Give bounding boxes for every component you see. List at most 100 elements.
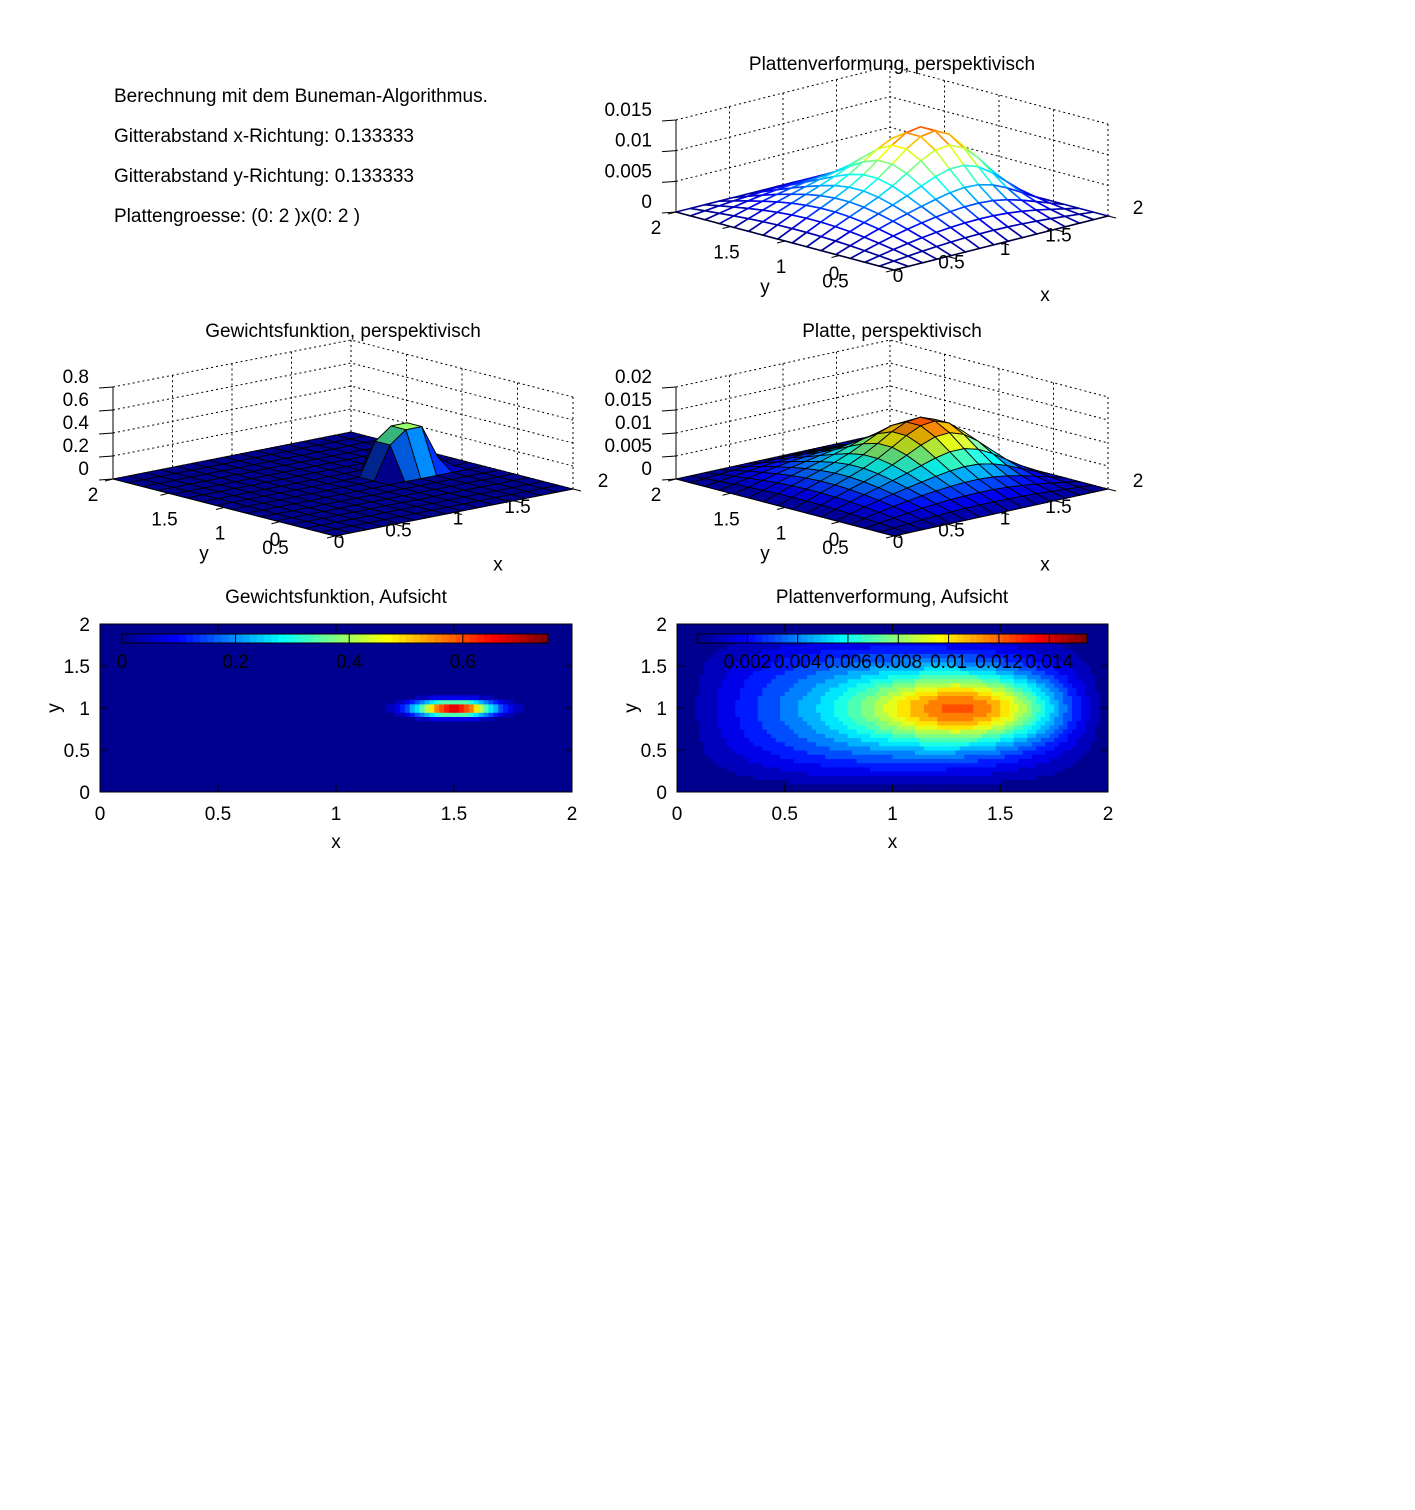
- heatmap-cell: [995, 712, 1001, 717]
- colorbar-segment: [820, 634, 828, 643]
- heatmap-cell: [892, 703, 898, 709]
- heatmap-cell: [964, 670, 970, 675]
- heatmap-cell: [798, 771, 804, 776]
- heatmap-cell: [753, 754, 759, 759]
- heatmap-cell: [784, 771, 790, 776]
- heatmap-cell: [703, 674, 710, 680]
- heatmap-cell: [478, 708, 485, 713]
- heatmap-cell: [780, 741, 786, 747]
- heatmap-cell: [1000, 754, 1006, 759]
- heatmap-cell: [847, 670, 853, 675]
- heatmap-cell: [982, 779, 988, 785]
- heatmap-cell: [816, 762, 822, 768]
- heatmap-cell: [829, 678, 835, 684]
- heatmap-cell: [892, 649, 898, 654]
- heatmap-cell: [852, 653, 858, 659]
- heatmap-cell: [1090, 674, 1096, 680]
- heatmap-cell: [847, 703, 853, 709]
- surface: [672, 126, 1112, 271]
- heatmap-cell: [735, 691, 741, 696]
- heatmap-cell: [865, 758, 871, 764]
- heatmap-cell: [454, 712, 460, 717]
- colorbar-segment: [963, 634, 971, 643]
- heatmap-cell: [811, 661, 817, 667]
- heatmap-cell: [1049, 691, 1055, 696]
- heatmap-cell: [861, 745, 867, 751]
- heatmap-cell: [937, 779, 943, 785]
- heatmap-cell: [807, 729, 813, 734]
- heatmap-cell: [762, 771, 768, 776]
- heatmap-cell: [892, 720, 898, 726]
- heatmap-cell: [928, 720, 934, 726]
- heatmap-cell: [816, 670, 822, 675]
- heatmap-cell: [1018, 729, 1024, 734]
- heatmap-cell: [865, 745, 871, 751]
- heatmap-cell: [454, 703, 460, 709]
- heatmap-cell: [1045, 762, 1051, 768]
- heatmap-cell: [838, 720, 844, 726]
- x-axis-label: x: [1040, 285, 1050, 306]
- heatmap-cell: [825, 674, 831, 680]
- heatmap-cell: [1067, 649, 1073, 654]
- colorbar-segment: [846, 634, 854, 643]
- heatmap-cell: [838, 745, 844, 751]
- heatmap-cell: [1013, 750, 1019, 755]
- heatmap-cell: [712, 737, 719, 743]
- heatmap-cell: [1072, 716, 1078, 722]
- heatmap-cell: [1076, 670, 1082, 675]
- heatmap-cell: [986, 775, 992, 780]
- heatmap-cell: [1004, 720, 1010, 726]
- heatmap-cell: [1000, 695, 1006, 701]
- heatmap-cell: [865, 766, 871, 772]
- heatmap-cell: [439, 699, 445, 705]
- heatmap-cell: [730, 695, 736, 701]
- heatmap-cell: [901, 699, 907, 705]
- heatmap-cell: [820, 674, 826, 680]
- heatmap-cell: [879, 737, 885, 743]
- heatmap-cell: [717, 678, 723, 684]
- heatmap-cell: [775, 674, 781, 680]
- heatmap-cell: [852, 708, 858, 713]
- heatmap-cell: [1000, 661, 1006, 667]
- heatmap-cell: [883, 762, 889, 768]
- heatmap-cell: [928, 682, 934, 688]
- colorbar-segment: [788, 634, 796, 643]
- heatmap-cell: [838, 653, 844, 659]
- y-tick-label: 0.5: [822, 538, 848, 559]
- heatmap-cell: [937, 754, 943, 759]
- colorbar-segment: [540, 634, 549, 643]
- heatmap-cell: [986, 754, 992, 759]
- heatmap-cell: [1090, 716, 1096, 722]
- y-tick-label: 2: [88, 485, 99, 506]
- heatmap-cell: [762, 733, 768, 738]
- heatmap-cell: [861, 712, 867, 717]
- heatmap-cell: [1027, 762, 1033, 768]
- heatmap-cell: [807, 691, 813, 696]
- heatmap-cell: [762, 745, 768, 751]
- heatmap-cell: [914, 687, 921, 692]
- heatmap-cell: [932, 775, 938, 780]
- heatmap-cell: [766, 720, 772, 726]
- heatmap-cell: [991, 750, 997, 755]
- heatmap-cell: [726, 729, 732, 734]
- heatmap-cell: [802, 682, 808, 688]
- heatmap-cell: [892, 645, 898, 650]
- heatmap-cell: [717, 666, 723, 671]
- heatmap-cell: [937, 733, 943, 738]
- heatmap-cell: [726, 762, 732, 768]
- heatmap-cell: [905, 745, 912, 751]
- heatmap-cell: [757, 771, 763, 776]
- heatmap-cell: [870, 712, 876, 717]
- heatmap-cell: [995, 674, 1001, 680]
- heatmap-cell: [923, 716, 930, 722]
- heatmap-cell: [708, 661, 714, 667]
- heatmap-cell: [1009, 754, 1015, 759]
- heatmap-cell: [449, 699, 455, 705]
- z-tick-label: 0.4: [63, 413, 90, 434]
- heatmap-cell: [784, 645, 790, 650]
- x-tick: [947, 256, 956, 259]
- heatmap-cell: [1058, 670, 1064, 675]
- heatmap-cell: [753, 703, 759, 709]
- heatmap-cell: [784, 649, 790, 654]
- heatmap-cell: [498, 699, 504, 705]
